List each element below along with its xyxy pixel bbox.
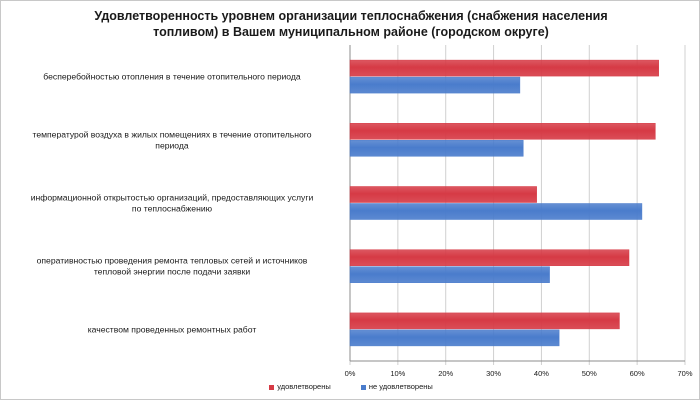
legend: удовлетворены не удовлетворены	[1, 382, 700, 391]
legend-swatch-not-satisfied	[360, 384, 366, 390]
x-tick-label: 10%	[390, 369, 405, 378]
category-label: температурой воздуха в жилых помещениях …	[32, 129, 311, 139]
bar-not-satisfied	[349, 140, 524, 157]
category-label: оперативностью проведения ремонта теплов…	[37, 256, 308, 266]
category-label: периода	[155, 140, 189, 150]
legend-item-not-satisfied: не удовлетворены	[360, 382, 433, 391]
x-tick-label: 20%	[438, 369, 453, 378]
legend-swatch-satisfied	[269, 384, 275, 390]
category-label: по теплоснабжению	[132, 204, 213, 214]
bar-satisfied	[349, 186, 537, 203]
legend-label-not-satisfied: не удовлетворены	[368, 382, 433, 391]
bar-not-satisfied	[349, 329, 560, 347]
bar-satisfied	[349, 312, 620, 330]
x-tick-label: 60%	[630, 369, 645, 378]
bar-not-satisfied	[349, 76, 521, 94]
category-label: качеством проведенных ремонтных работ	[88, 324, 257, 334]
x-tick-label: 70%	[677, 369, 692, 378]
bar-satisfied	[349, 123, 656, 140]
chart-title: Удовлетворенность уровнем организации те…	[61, 8, 641, 40]
bar-satisfied	[349, 59, 659, 77]
x-tick-label: 50%	[582, 369, 597, 378]
bar-not-satisfied	[349, 266, 550, 283]
x-tick-label: 0%	[345, 369, 356, 378]
legend-item-satisfied: удовлетворены	[269, 382, 331, 391]
category-label: информационной открытостью организаций, …	[31, 193, 314, 203]
chart-title-line-2: топливом) в Вашем муниципальном районе (…	[153, 25, 549, 39]
chart-title-line-1: Удовлетворенность уровнем организации те…	[94, 9, 608, 23]
legend-label-satisfied: удовлетворены	[277, 382, 331, 391]
x-tick-label: 30%	[486, 369, 501, 378]
category-label: бесперебойностью отопления в течение ото…	[43, 72, 301, 82]
bar-not-satisfied	[349, 203, 643, 220]
bar-satisfied	[349, 249, 630, 266]
x-tick-label: 40%	[534, 369, 549, 378]
category-label: тепловой энергии после подачи заявки	[94, 267, 251, 277]
